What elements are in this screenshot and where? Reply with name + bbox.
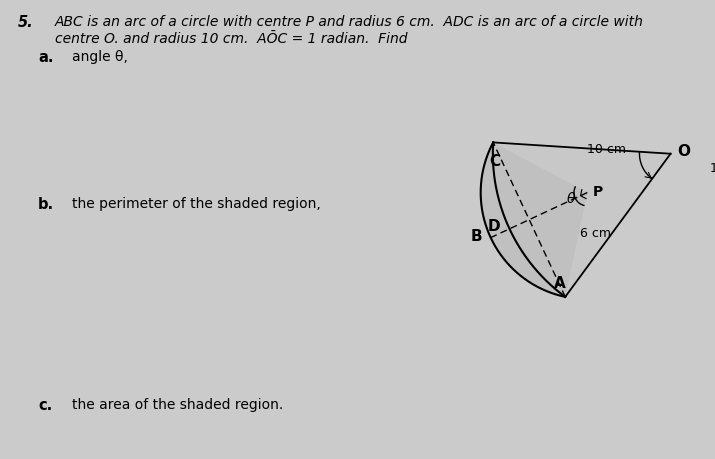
Text: θ: θ bbox=[567, 191, 576, 206]
Polygon shape bbox=[480, 143, 587, 297]
Text: the perimeter of the shaded region,: the perimeter of the shaded region, bbox=[72, 196, 321, 211]
Text: O: O bbox=[678, 143, 691, 158]
Text: 10 cm: 10 cm bbox=[587, 142, 626, 155]
Text: B: B bbox=[470, 229, 482, 244]
Polygon shape bbox=[493, 143, 671, 297]
Text: angle θ,: angle θ, bbox=[72, 50, 128, 64]
Text: centre O. and radius 10 cm.  AŌC = 1 radian.  Find: centre O. and radius 10 cm. AŌC = 1 radi… bbox=[55, 32, 408, 46]
Text: C: C bbox=[489, 154, 500, 169]
Text: P: P bbox=[593, 185, 603, 198]
Text: a.: a. bbox=[38, 50, 54, 65]
Polygon shape bbox=[480, 143, 587, 297]
Polygon shape bbox=[493, 143, 671, 297]
Polygon shape bbox=[493, 143, 671, 297]
Text: 5.: 5. bbox=[18, 15, 34, 30]
Text: ABC is an arc of a circle with centre P and radius 6 cm.  ADC is an arc of a cir: ABC is an arc of a circle with centre P … bbox=[55, 15, 644, 29]
Text: A: A bbox=[554, 275, 566, 290]
Text: c.: c. bbox=[38, 397, 52, 412]
Text: b.: b. bbox=[38, 196, 54, 212]
Polygon shape bbox=[480, 143, 566, 297]
Text: D: D bbox=[488, 218, 500, 233]
Text: 6 cm: 6 cm bbox=[580, 227, 611, 240]
Text: the area of the shaded region.: the area of the shaded region. bbox=[72, 397, 283, 411]
Text: 1 rad.: 1 rad. bbox=[710, 162, 715, 175]
